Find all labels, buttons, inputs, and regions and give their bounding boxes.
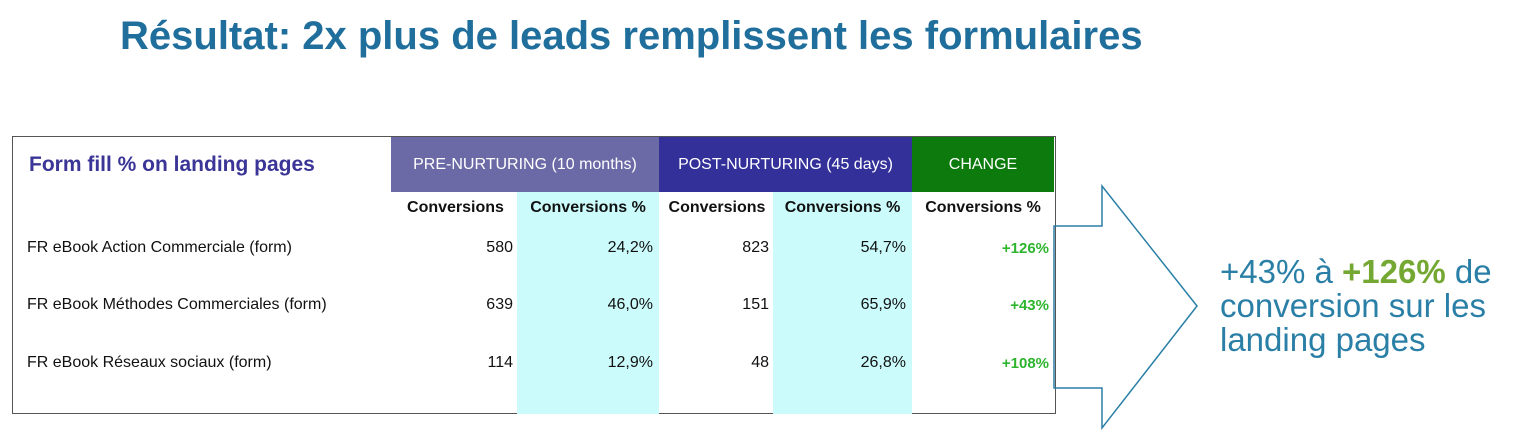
row-pre-conv: 114: [487, 354, 513, 371]
row-name: FR eBook Réseaux sociaux (form): [27, 354, 272, 371]
row-change: +108%: [1001, 355, 1049, 372]
callout-line2: conversion sur les: [1220, 287, 1486, 324]
post-pct-column-bg: [773, 192, 912, 414]
callout-line3: landing pages: [1220, 321, 1426, 358]
row-post-pct: 54,7%: [860, 239, 906, 256]
subheader-pre-conversions: Conversions: [407, 199, 504, 216]
row-name: FR eBook Méthodes Commerciales (form): [27, 296, 327, 313]
conversion-callout: +43% à +126% de conversion sur les landi…: [1220, 255, 1492, 357]
row-pre-pct: 24,2%: [607, 239, 653, 256]
right-arrow-icon: [1053, 184, 1198, 431]
row-pre-conv: 639: [486, 296, 513, 313]
callout-part2: de: [1445, 253, 1492, 290]
row-pre-conv: 580: [486, 239, 513, 256]
row-pre-pct: 12,9%: [607, 354, 653, 371]
row-post-pct: 65,9%: [860, 296, 906, 313]
header-post-nurturing: POST-NURTURING (45 days): [659, 137, 912, 192]
callout-highlight: +126%: [1342, 253, 1446, 290]
row-post-conv: 48: [751, 354, 769, 371]
header-pre-nurturing: PRE-NURTURING (10 months): [391, 137, 659, 192]
table-title: Form fill % on landing pages: [29, 153, 315, 176]
subheader-post-conversions: Conversions: [668, 199, 766, 216]
row-post-pct: 26,8%: [860, 354, 906, 371]
page-title: Résultat: 2x plus de leads remplissent l…: [120, 14, 1143, 58]
row-post-conv: 823: [742, 239, 769, 256]
subheader-pre-conversions-pct: Conversions %: [530, 199, 646, 216]
pre-pct-column-bg: [517, 192, 659, 414]
row-change: +43%: [1010, 297, 1049, 314]
row-change: +126%: [1001, 240, 1049, 257]
subheader-post-conversions-pct: Conversions %: [784, 199, 901, 216]
row-name: FR eBook Action Commerciale (form): [27, 239, 292, 256]
row-pre-pct: 46,0%: [607, 296, 653, 313]
callout-part1: +43% à: [1220, 253, 1343, 290]
subheader-change-pct: Conversions %: [925, 199, 1041, 216]
results-table: Form fill % on landing pages PRE-NURTURI…: [12, 136, 1056, 414]
row-post-conv: 151: [742, 296, 769, 313]
header-change: CHANGE: [912, 137, 1054, 192]
